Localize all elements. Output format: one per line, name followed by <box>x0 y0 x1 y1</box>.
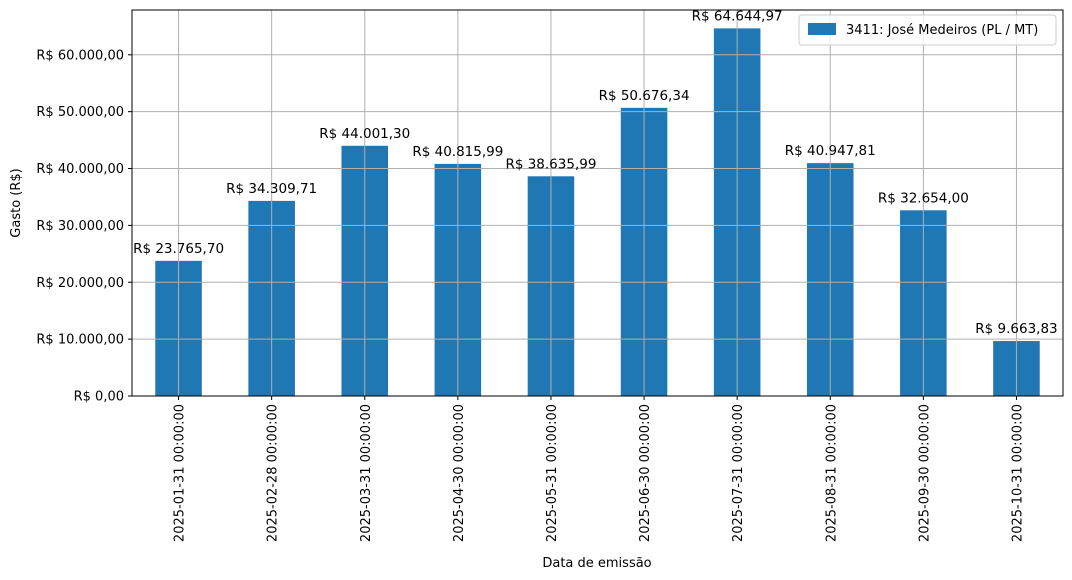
y-tick-label: R$ 30.000,00 <box>36 219 124 234</box>
legend-box <box>798 14 1057 46</box>
x-tick-label: 2025-10-31 00:00:00 <box>1010 404 1025 542</box>
bars <box>155 28 1040 397</box>
data-label: R$ 50.676,34 <box>599 88 690 104</box>
legend-swatch <box>808 23 836 35</box>
data-label: R$ 40.947,81 <box>785 143 876 159</box>
data-label: R$ 34.309,71 <box>226 181 317 197</box>
data-label: R$ 38.635,99 <box>505 156 596 172</box>
y-tick-label: R$ 60.000,00 <box>36 48 124 63</box>
data-label: R$ 44.001,30 <box>319 126 410 142</box>
x-tick-label: 2025-07-31 00:00:00 <box>731 404 746 542</box>
y-tick-label: R$ 20.000,00 <box>36 276 124 291</box>
y-axis-label: Gasto (R$) <box>9 168 24 237</box>
x-tick-label: 2025-02-28 00:00:00 <box>266 404 281 542</box>
plot-border <box>131 9 1064 397</box>
y-tick-label: R$ 40.000,00 <box>36 162 124 177</box>
x-tick-label: 2025-08-31 00:00:00 <box>824 404 839 542</box>
x-axis-ticks: 2025-01-31 00:00:00 2025-02-28 00:00:00 20… <box>173 396 1025 542</box>
y-tick-label: R$ 50.000,00 <box>36 105 124 120</box>
legend-entry: 3411: José Medeiros (PL / MT) <box>846 23 1038 38</box>
y-axis-ticks: R$ 0,00 R$ 10.000,00 R$ 20.000,00 R$ 30.000… <box>36 48 132 405</box>
axes-frame <box>131 9 1064 397</box>
x-tick-label: 2025-06-30 00:00:00 <box>638 404 653 542</box>
data-label: R$ 64.644,97 <box>692 8 783 24</box>
data-label: R$ 9.663,83 <box>975 321 1057 337</box>
legend: 3411: José Medeiros (PL / MT) <box>798 14 1057 46</box>
data-label: R$ 23.765,70 <box>133 241 224 257</box>
x-tick-label: 2025-01-31 00:00:00 <box>173 404 188 542</box>
x-tick-label: 2025-04-30 00:00:00 <box>452 404 467 542</box>
data-label: R$ 32.654,00 <box>878 190 969 206</box>
y-tick-label: R$ 10.000,00 <box>36 333 124 348</box>
x-tick-label: 2025-09-30 00:00:00 <box>917 404 932 542</box>
x-tick-label: 2025-03-31 00:00:00 <box>359 404 374 542</box>
data-label: R$ 40.815,99 <box>412 144 503 160</box>
x-axis-label: Data de emissão <box>542 556 651 571</box>
x-tick-label: 2025-05-31 00:00:00 <box>545 404 560 542</box>
data-labels: R$ 23.765,70R$ 34.309,71R$ 44.001,30R$ 4… <box>133 8 1058 337</box>
y-tick-label: R$ 0,00 <box>74 390 124 405</box>
